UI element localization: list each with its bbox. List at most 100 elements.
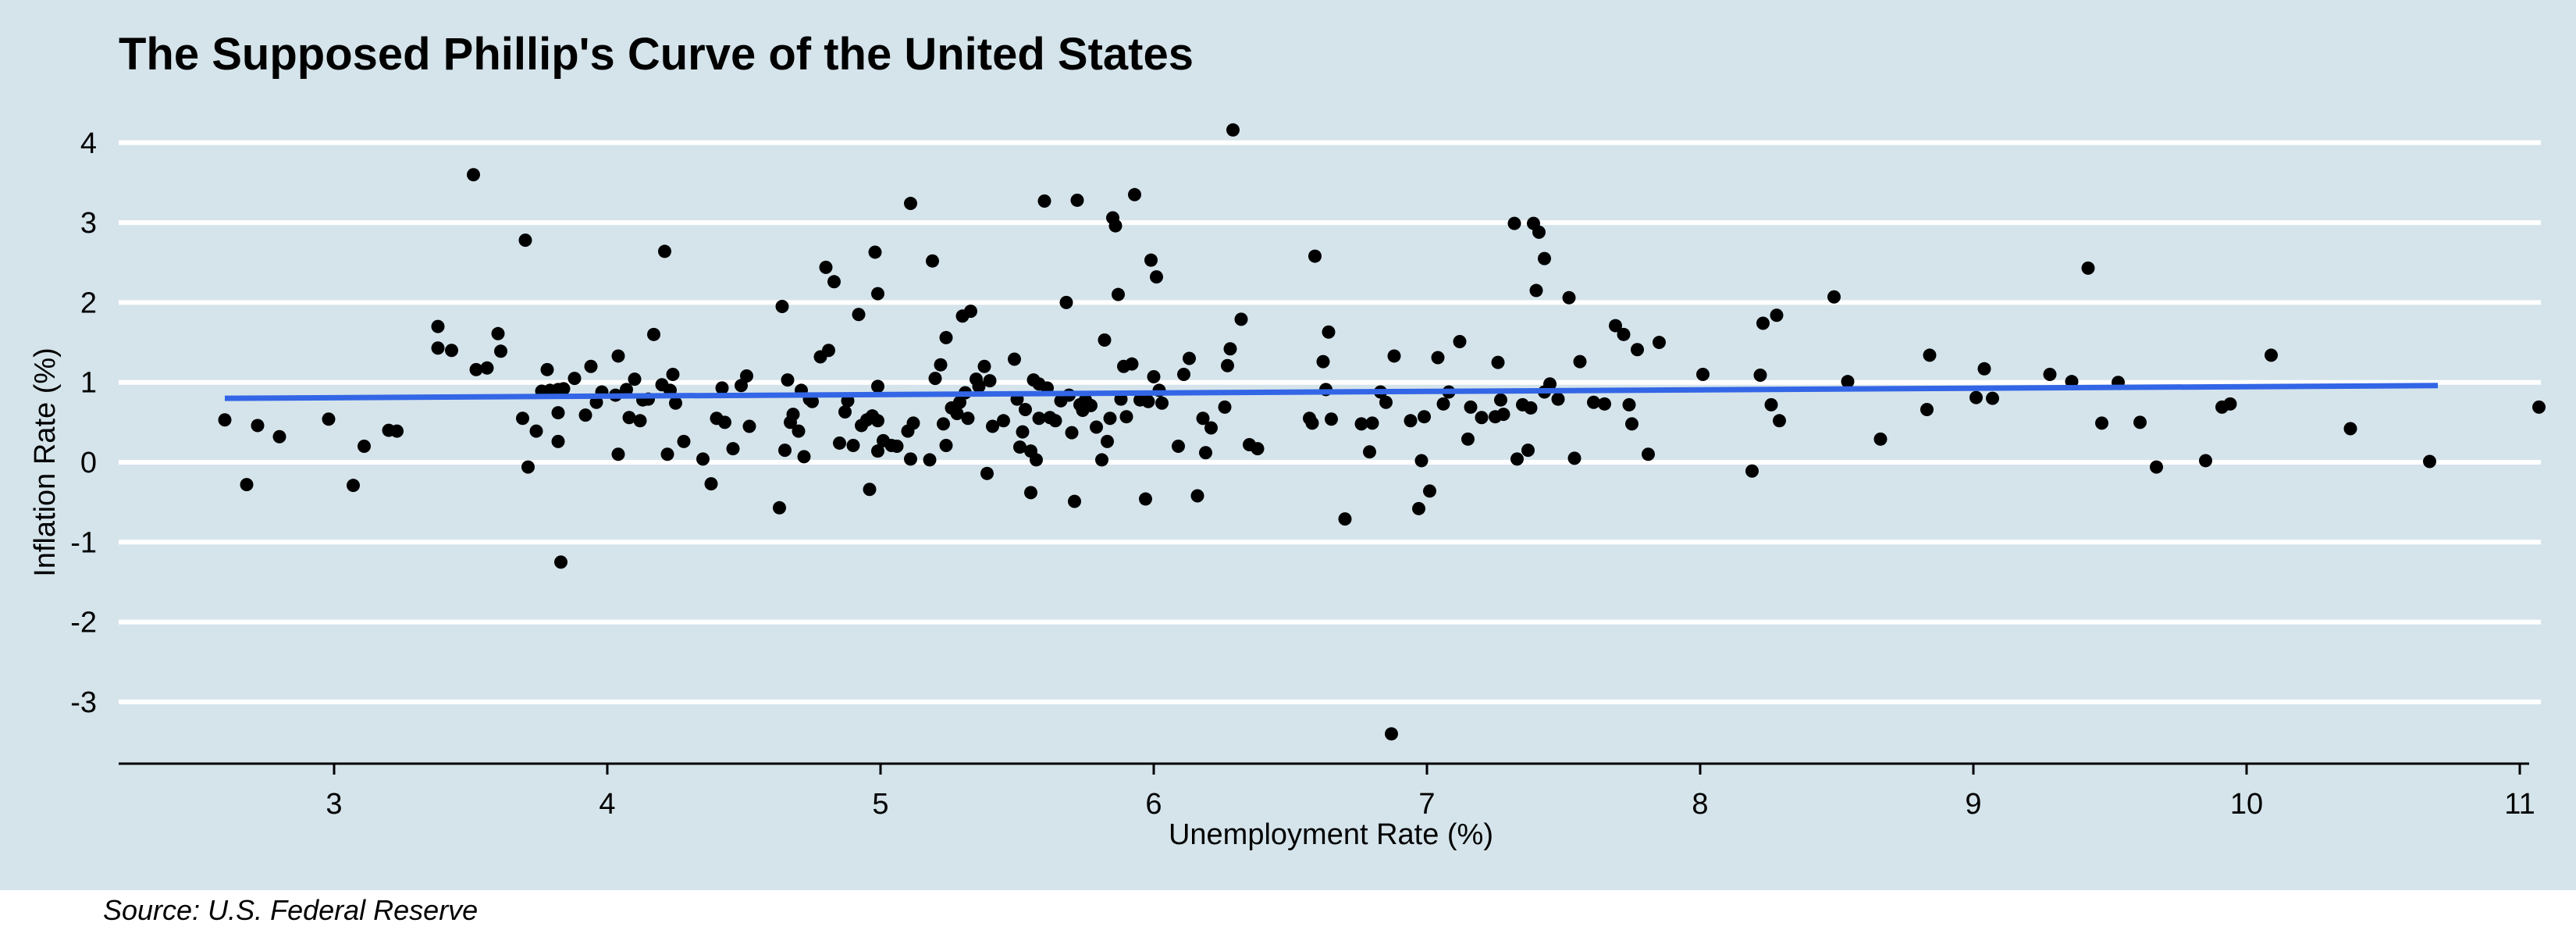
data-point — [1923, 348, 1937, 362]
data-point — [939, 330, 953, 344]
data-point — [1379, 395, 1393, 409]
data-point — [554, 555, 568, 569]
data-point — [1423, 484, 1436, 498]
y-axis-title: Inflation Rate (%) — [29, 347, 62, 577]
data-point — [1098, 333, 1112, 347]
data-point — [1573, 354, 1587, 369]
data-point — [1196, 411, 1210, 426]
data-point — [726, 442, 740, 456]
data-point — [1507, 216, 1521, 230]
data-point — [578, 408, 592, 422]
data-point — [778, 444, 792, 458]
data-point — [2223, 397, 2237, 411]
data-point — [1587, 395, 1600, 409]
trend-line — [224, 383, 2439, 401]
data-point — [1177, 367, 1190, 381]
data-point — [704, 477, 718, 491]
data-point — [1172, 440, 1185, 454]
data-point — [2095, 416, 2108, 430]
data-point — [1150, 270, 1163, 284]
data-point — [1538, 251, 1551, 265]
y-tick-label: 1 — [80, 367, 97, 400]
data-point — [218, 413, 232, 427]
data-point — [620, 383, 633, 397]
data-point — [390, 424, 404, 438]
x-tick-label: 11 — [2504, 788, 2535, 821]
data-point — [622, 411, 636, 425]
data-point — [2150, 460, 2163, 474]
plot-panel — [0, 0, 2576, 890]
data-point — [833, 436, 846, 450]
data-point — [1617, 327, 1631, 341]
data-point — [822, 344, 835, 358]
data-point — [1059, 295, 1073, 309]
data-point — [469, 362, 483, 376]
x-axis-title: Unemployment Rate (%) — [1169, 818, 1493, 851]
data-point — [904, 452, 917, 466]
data-point — [1338, 512, 1352, 526]
data-point — [1139, 492, 1152, 506]
data-point — [1696, 367, 1710, 381]
data-point — [1199, 446, 1212, 460]
data-point — [1251, 442, 1265, 456]
data-point — [846, 439, 860, 453]
data-point — [2423, 454, 2436, 468]
y-tick-label: -3 — [70, 686, 97, 719]
data-point — [1977, 362, 1991, 376]
data-point — [1475, 411, 1489, 425]
data-point — [1365, 416, 1379, 430]
data-point — [251, 419, 265, 433]
x-tick-label: 4 — [599, 788, 615, 821]
data-point — [1453, 335, 1467, 349]
data-point — [1567, 451, 1582, 465]
y-tick-label: 3 — [80, 207, 97, 240]
data-point — [540, 362, 554, 376]
data-point — [781, 373, 795, 387]
data-point — [431, 319, 445, 333]
data-point — [1234, 312, 1248, 326]
x-tick-label: 10 — [2230, 788, 2263, 821]
data-points — [218, 123, 2546, 741]
data-point — [775, 300, 789, 314]
data-point — [1016, 425, 1030, 439]
data-point — [1745, 464, 1759, 478]
data-point — [1524, 401, 1538, 415]
data-point — [1226, 123, 1240, 137]
data-point — [1204, 421, 1218, 435]
data-point — [1841, 375, 1855, 389]
data-point — [871, 444, 884, 458]
y-tick-label: 0 — [80, 447, 97, 479]
y-tick-label: 2 — [80, 287, 97, 319]
data-point — [2081, 261, 2095, 275]
data-point — [1221, 358, 1234, 372]
data-point — [658, 244, 671, 258]
data-point — [868, 245, 882, 259]
data-point — [557, 382, 571, 396]
data-point — [819, 260, 833, 274]
data-point — [647, 327, 660, 341]
y-tick-label: 4 — [80, 127, 97, 160]
data-point — [1969, 390, 1983, 404]
data-point — [1325, 412, 1338, 426]
data-point — [660, 447, 674, 461]
data-point — [611, 447, 625, 461]
data-point — [696, 452, 710, 466]
data-point — [1223, 342, 1237, 356]
data-point — [2043, 367, 2057, 381]
data-point — [1112, 287, 1125, 301]
data-point — [1070, 193, 1084, 207]
data-point — [1090, 420, 1103, 434]
data-point — [589, 395, 603, 409]
data-point — [272, 429, 286, 444]
source-note: Source: U.S. Federal Reserve — [103, 894, 479, 926]
data-point — [1065, 426, 1079, 440]
data-point — [934, 358, 948, 372]
data-point — [611, 349, 625, 363]
data-point — [806, 394, 819, 408]
data-point — [871, 287, 884, 301]
data-point — [950, 407, 964, 421]
data-point — [997, 414, 1010, 428]
data-point — [445, 344, 458, 358]
data-point — [1642, 447, 1655, 461]
data-point — [669, 396, 682, 410]
